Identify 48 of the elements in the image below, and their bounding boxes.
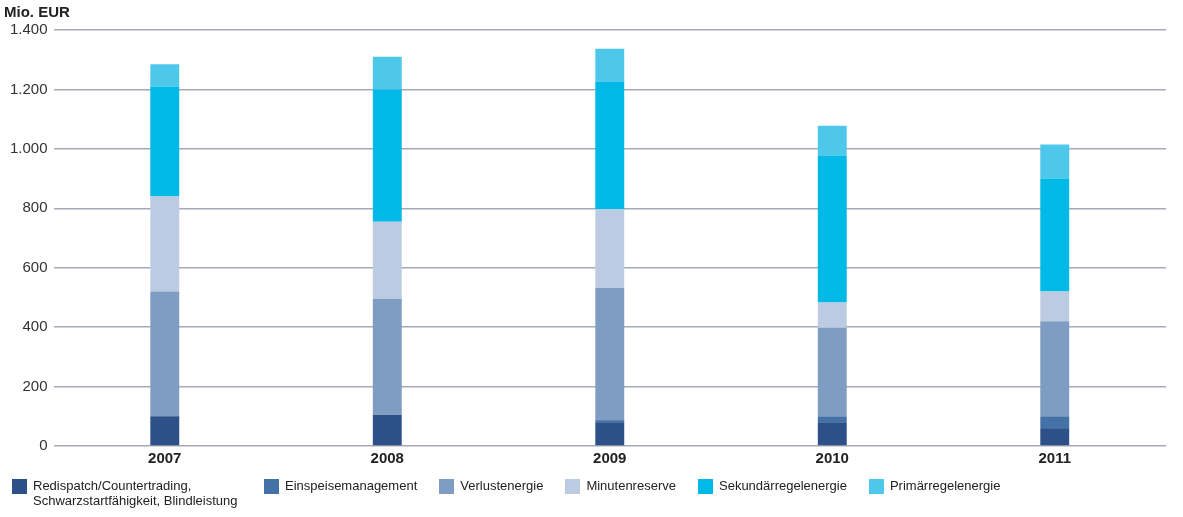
bar [1040,416,1070,429]
bar [595,48,625,82]
legend-label: Einspeisemanagement [285,478,418,493]
bar [150,416,180,446]
y-tick-label: 600 [22,257,48,275]
bar [150,291,180,417]
bar [817,422,847,446]
bar [595,420,625,423]
bar [817,155,847,303]
y-tick-label: 800 [22,198,48,216]
bar [595,81,625,210]
x-tick-label: 2010 [815,449,849,467]
bar [1040,321,1070,417]
legend-label: Sekundärregelenergie [718,478,847,493]
x-tick-label: 2011 [1038,449,1072,467]
legend-label: Primärregelenergie [889,478,1001,493]
bar [1040,178,1070,292]
y-tick-label: 0 [39,436,48,454]
bar [595,209,625,288]
bar [595,422,625,446]
legend-label: Redispatch/Countertrading, Schwarzstartfähigkeit, Blindleistung [33,478,239,508]
bar [372,414,402,446]
bar [817,416,847,423]
bar [817,302,847,328]
y-tick-label: 400 [22,317,48,335]
bar [817,327,847,417]
legend-label: Minutenreserve [586,478,676,493]
y-tick-label: 200 [22,376,48,394]
bar [817,125,847,156]
x-tick-label: 2008 [370,449,404,467]
y-tick-label: 1.200 [9,79,48,97]
bar [150,196,180,292]
x-tick-label: 2009 [593,449,627,467]
y-tick-label: 1.400 [9,20,48,38]
bar [1040,428,1070,446]
bar [150,86,180,197]
y-tick-label: 1.000 [9,139,48,156]
legend-label: Verlustenergie [460,478,544,493]
chart-title: Mio. EUR [4,3,70,21]
bar [372,221,402,299]
bar [372,56,402,90]
bar [372,89,402,222]
bar [150,64,180,87]
bar [1040,291,1070,322]
bar [595,287,625,421]
bar [1040,144,1070,179]
bar [372,298,402,415]
x-tick-label: 2007 [148,449,182,467]
